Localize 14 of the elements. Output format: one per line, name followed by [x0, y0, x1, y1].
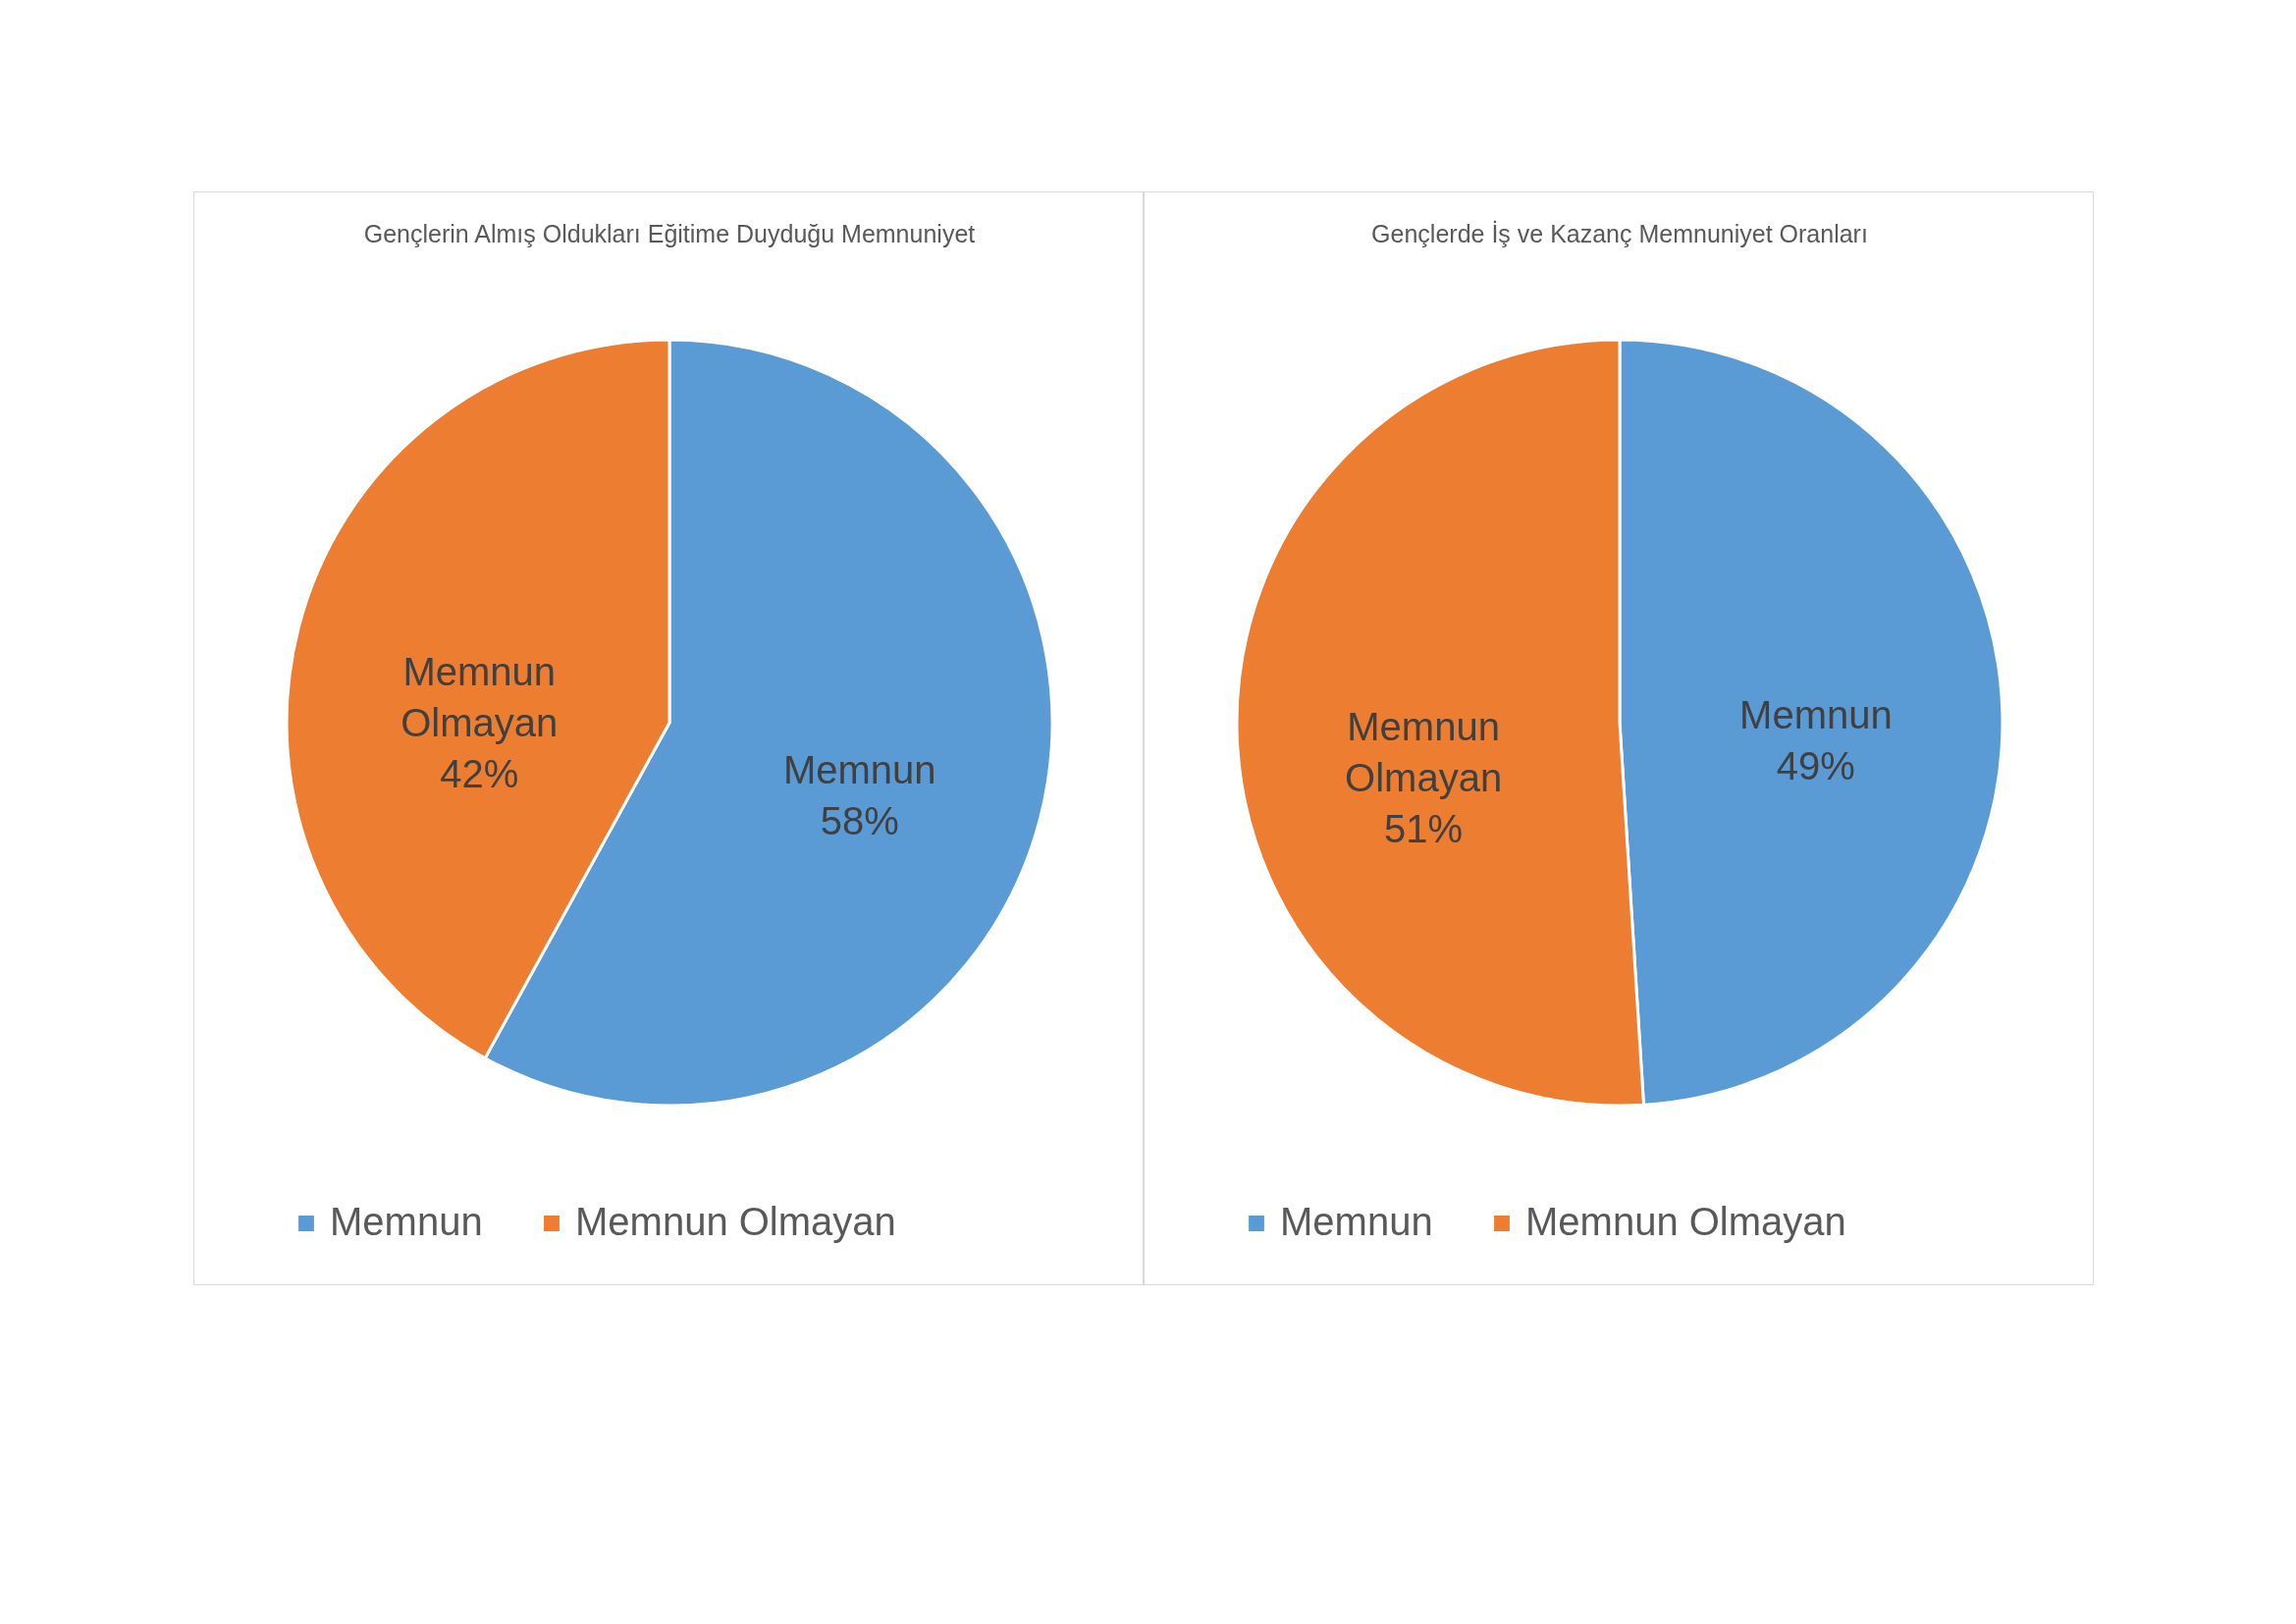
legend-label: Memnun [330, 1200, 483, 1243]
data-label: 51% [1384, 807, 1464, 851]
data-label: 58% [820, 798, 899, 842]
slice-label: Memnun [1739, 692, 1893, 736]
data-label: 42% [440, 752, 519, 796]
slice-label: Memnun Olmayan [1345, 705, 1503, 800]
chart-title: Gençlerde İş ve Kazanç Memnuniyet Oranları [1371, 220, 1868, 247]
slice-label: Memnun Olmayan [400, 650, 559, 745]
data-label: 49% [1776, 743, 1855, 787]
legend-label: Memnun Olmayan [1525, 1200, 1846, 1243]
slice-label: Memnun [782, 747, 936, 791]
legend-label: Memnun [1280, 1200, 1433, 1243]
legend-label: Memnun Olmayan [575, 1200, 896, 1243]
chart-title: Gençlerin Almış Oldukları Eğitime Duyduğu Memnuniyet [363, 220, 976, 247]
